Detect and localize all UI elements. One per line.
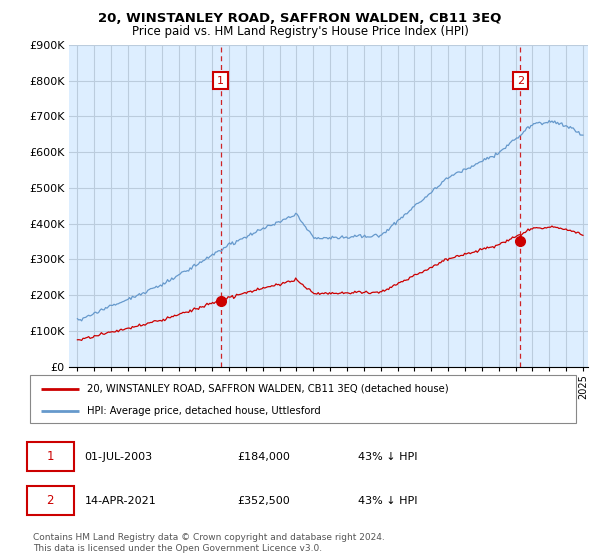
Text: 43% ↓ HPI: 43% ↓ HPI <box>358 452 417 461</box>
FancyBboxPatch shape <box>27 486 74 515</box>
Text: Contains HM Land Registry data © Crown copyright and database right 2024.
This d: Contains HM Land Registry data © Crown c… <box>33 533 385 553</box>
FancyBboxPatch shape <box>27 442 74 472</box>
Text: £352,500: £352,500 <box>238 496 290 506</box>
FancyBboxPatch shape <box>30 375 576 423</box>
Text: Price paid vs. HM Land Registry's House Price Index (HPI): Price paid vs. HM Land Registry's House … <box>131 25 469 38</box>
Text: 1: 1 <box>46 450 54 463</box>
Text: 2: 2 <box>517 76 524 86</box>
Text: 2: 2 <box>46 494 54 507</box>
Text: 20, WINSTANLEY ROAD, SAFFRON WALDEN, CB11 3EQ: 20, WINSTANLEY ROAD, SAFFRON WALDEN, CB1… <box>98 12 502 25</box>
Text: £184,000: £184,000 <box>238 452 290 461</box>
Text: 1: 1 <box>217 76 224 86</box>
Text: 14-APR-2021: 14-APR-2021 <box>85 496 157 506</box>
Text: 43% ↓ HPI: 43% ↓ HPI <box>358 496 417 506</box>
Text: 01-JUL-2003: 01-JUL-2003 <box>85 452 153 461</box>
Text: HPI: Average price, detached house, Uttlesford: HPI: Average price, detached house, Uttl… <box>88 406 321 416</box>
Text: 20, WINSTANLEY ROAD, SAFFRON WALDEN, CB11 3EQ (detached house): 20, WINSTANLEY ROAD, SAFFRON WALDEN, CB1… <box>88 384 449 394</box>
